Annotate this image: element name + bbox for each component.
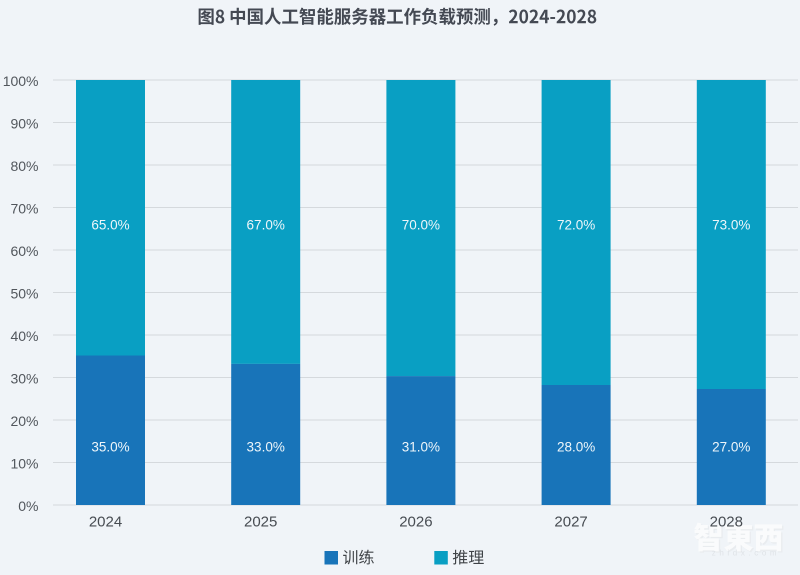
- svg-text:65.0%: 65.0%: [91, 217, 129, 232]
- svg-text:70%: 70%: [10, 200, 38, 216]
- svg-text:72.0%: 72.0%: [557, 217, 595, 232]
- svg-text:35.0%: 35.0%: [91, 440, 129, 455]
- svg-text:31.0%: 31.0%: [402, 440, 440, 455]
- svg-text:2026: 2026: [399, 513, 432, 530]
- svg-text:33.0%: 33.0%: [247, 440, 285, 455]
- svg-text:2024: 2024: [89, 513, 122, 530]
- svg-text:40%: 40%: [10, 328, 38, 344]
- svg-text:100%: 100%: [3, 73, 39, 89]
- svg-text:60%: 60%: [10, 243, 38, 259]
- svg-text:90%: 90%: [10, 115, 38, 131]
- svg-text:30%: 30%: [10, 370, 38, 386]
- svg-text:80%: 80%: [10, 158, 38, 174]
- svg-text:2025: 2025: [244, 513, 277, 530]
- svg-text:20%: 20%: [10, 413, 38, 429]
- svg-text:2027: 2027: [554, 513, 587, 530]
- svg-text:67.0%: 67.0%: [247, 217, 285, 232]
- svg-text:0%: 0%: [18, 498, 38, 514]
- svg-text:28.0%: 28.0%: [557, 440, 595, 455]
- svg-text:50%: 50%: [10, 285, 38, 301]
- svg-text:73.0%: 73.0%: [712, 217, 750, 232]
- svg-text:10%: 10%: [10, 455, 38, 471]
- svg-text:2028: 2028: [710, 513, 743, 530]
- svg-text:zhidx.com: zhidx.com: [712, 549, 780, 558]
- svg-text:70.0%: 70.0%: [402, 217, 440, 232]
- svg-text:27.0%: 27.0%: [712, 440, 750, 455]
